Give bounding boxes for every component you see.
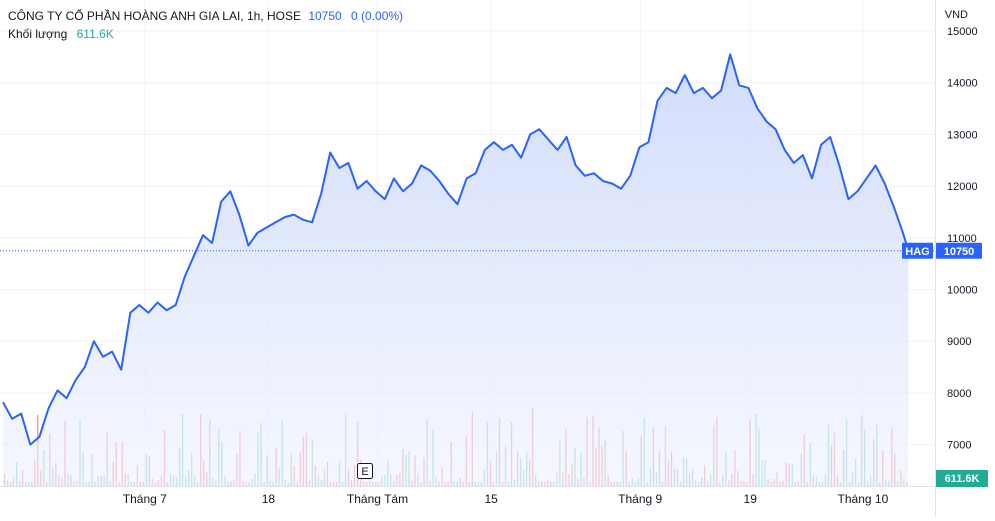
- volume-label: Khối lượng: [8, 27, 68, 41]
- x-tick-label: 15: [484, 492, 498, 506]
- y-tick-label: 11000: [947, 233, 977, 245]
- overlay-layer: HAG 10750 611.6K E: [0, 242, 988, 487]
- price-change: 0 (0.00%): [351, 9, 404, 23]
- price-tag-label: 10750: [944, 246, 975, 258]
- x-tick-label: 19: [744, 492, 758, 506]
- volume-legend: Khối lượng 611.6K: [8, 26, 114, 42]
- line-layer: [2, 53, 910, 446]
- y-tick-label: 10000: [947, 285, 978, 297]
- symbol-tag-label: HAG: [905, 246, 929, 258]
- y-tick-label: 15000: [947, 26, 978, 38]
- volume-tag: [936, 470, 988, 487]
- y-tick-label: 8000: [947, 388, 971, 400]
- event-marker[interactable]: E: [357, 463, 373, 479]
- y-tick-label: 9000: [947, 336, 971, 348]
- y-tick-label: 12000: [947, 181, 978, 193]
- x-tick-label: Tháng Tám: [347, 492, 408, 506]
- y-tick-label: 13000: [947, 129, 978, 141]
- volume-value: 611.6K: [76, 27, 114, 41]
- y-tick-label: 14000: [947, 78, 978, 90]
- price-area: [3, 54, 909, 487]
- volume-tag-label: 611.6K: [945, 473, 980, 485]
- x-tick-label: Tháng 9: [618, 492, 662, 506]
- area-layer: [3, 54, 909, 487]
- price-line: [2, 53, 910, 446]
- x-tick-label: Tháng 7: [123, 492, 167, 506]
- y-axis: 7000 8000 9000 10000 11000 12000 13000 14000 150…: [935, 0, 978, 516]
- last-price: 10750: [308, 9, 342, 23]
- x-tick-label: 18: [262, 492, 276, 506]
- price-tag: [936, 242, 982, 259]
- symbol-tag: [902, 242, 933, 259]
- chart-header: CÔNG TY CỔ PHẦN HOÀNG ANH GIA LAI, 1h, H…: [8, 8, 403, 24]
- x-axis: Tháng 7 18 Tháng Tám 15 Tháng 9 19 Tháng 10: [0, 486, 935, 506]
- event-marker-label: E: [361, 466, 368, 478]
- x-tick-label: Tháng 10: [838, 492, 889, 506]
- chart-title: CÔNG TY CỔ PHẦN HOÀNG ANH GIA LAI, 1h, H…: [8, 9, 301, 23]
- currency-label: VND: [944, 9, 968, 21]
- y-tick-label: 7000: [947, 440, 971, 452]
- event-marker-box: [357, 463, 373, 479]
